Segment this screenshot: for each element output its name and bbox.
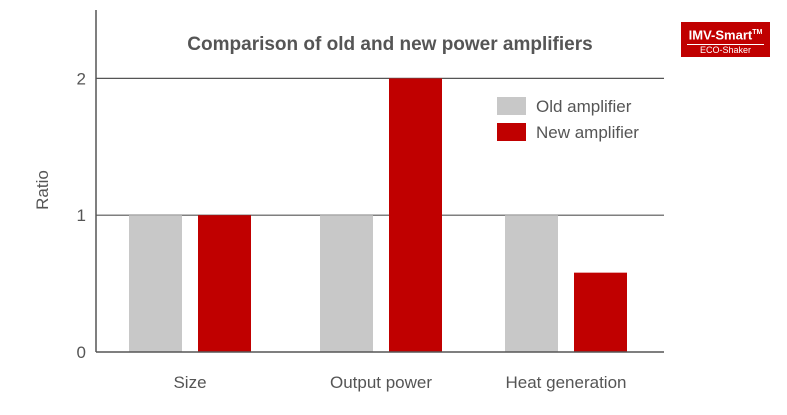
x-tick-labels: Size Output power Heat generation xyxy=(173,373,626,392)
y-axis-label: Ratio xyxy=(33,170,52,210)
bar-heat-generation-new xyxy=(574,272,627,352)
logo-subtitle: ECO-Shaker xyxy=(687,44,764,56)
y-tick-labels: 0 1 2 xyxy=(77,69,86,362)
gridlines xyxy=(96,77,664,216)
legend-swatch-1 xyxy=(497,123,526,141)
y-tick-label-2: 2 xyxy=(77,69,86,88)
bar-output-power-new xyxy=(389,78,442,353)
y-tick-label-0: 0 xyxy=(77,343,86,362)
axes xyxy=(95,10,664,353)
x-tick-label-2: Heat generation xyxy=(506,373,627,392)
bar-heat-generation-old xyxy=(505,215,558,352)
logo-trademark: TM xyxy=(752,29,763,36)
bar-output-power-old xyxy=(320,215,373,352)
legend-label-0: Old amplifier xyxy=(536,97,632,116)
y-tick-label-1: 1 xyxy=(77,206,86,225)
bars xyxy=(129,78,627,353)
x-tick-label-1: Output power xyxy=(330,373,432,392)
x-tick-label-0: Size xyxy=(173,373,206,392)
legend-label-1: New amplifier xyxy=(536,123,639,142)
brand-logo: IMV-SmartTM ECO-Shaker xyxy=(681,22,770,57)
chart-title: Comparison of old and new power amplifie… xyxy=(187,34,592,55)
logo-brand-text: IMV-Smart xyxy=(688,27,753,43)
bar-size-new xyxy=(198,215,251,352)
bar-size-old xyxy=(129,215,182,352)
legend-swatch-0 xyxy=(497,97,526,115)
legend: Old amplifier New amplifier xyxy=(497,97,639,142)
